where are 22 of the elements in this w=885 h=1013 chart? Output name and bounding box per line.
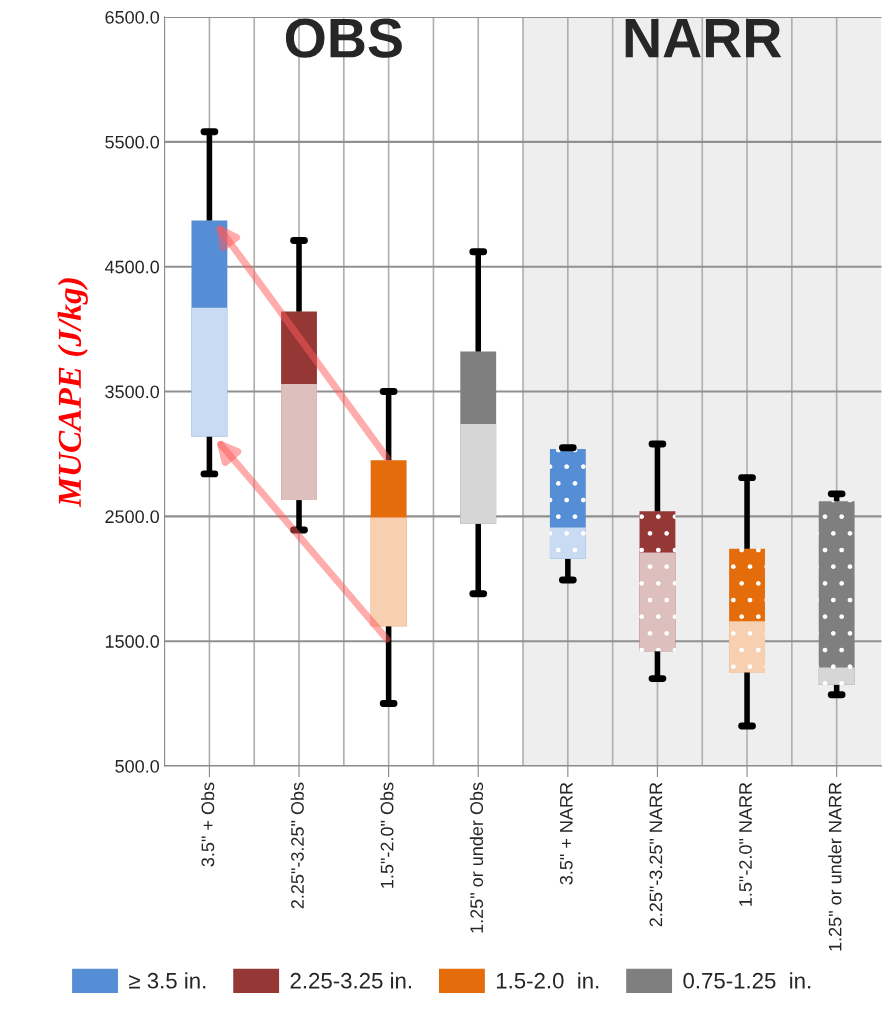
legend-label: 1.5-2.0 in. bbox=[496, 972, 599, 989]
x-tick-label: 1.5"-2.0" Obs bbox=[380, 782, 394, 888]
y-axis-title: MUCAPE (J/kg) bbox=[57, 278, 88, 508]
x-tick-label: 1.25" or under NARR bbox=[828, 782, 842, 951]
y-tick-label: 6500.0 bbox=[105, 10, 160, 24]
y-tick-label: 1500.0 bbox=[105, 635, 160, 648]
x-tick-label: 3.5" + NARR bbox=[559, 782, 573, 885]
legend-label: ≥ 3.5 in. bbox=[129, 972, 206, 989]
y-tick-label: 500.0 bbox=[115, 759, 160, 773]
y-tick-label: 3500.0 bbox=[105, 385, 160, 399]
x-tick-label: 2.25"-3.25" Obs bbox=[290, 782, 304, 909]
legend-label: 0.75-1.25 in. bbox=[683, 972, 811, 989]
x-tick-label: 3.5" + Obs bbox=[201, 782, 215, 867]
legend-label: 2.25-3.25 in. bbox=[290, 972, 412, 989]
x-tick-label: 1.25" or under Obs bbox=[469, 782, 484, 933]
annotation: OBS bbox=[285, 18, 402, 58]
x-tick-label: 1.5"-2.0" NARR bbox=[739, 782, 752, 906]
band-label: NARR bbox=[625, 19, 782, 58]
y-tick-label: 4500.0 bbox=[104, 260, 160, 274]
x-tick-label: 2.25"-3.25" NARR bbox=[649, 782, 663, 927]
y-tick-label: 2500.0 bbox=[105, 510, 160, 524]
y-tick-label: 5500.0 bbox=[105, 135, 160, 149]
